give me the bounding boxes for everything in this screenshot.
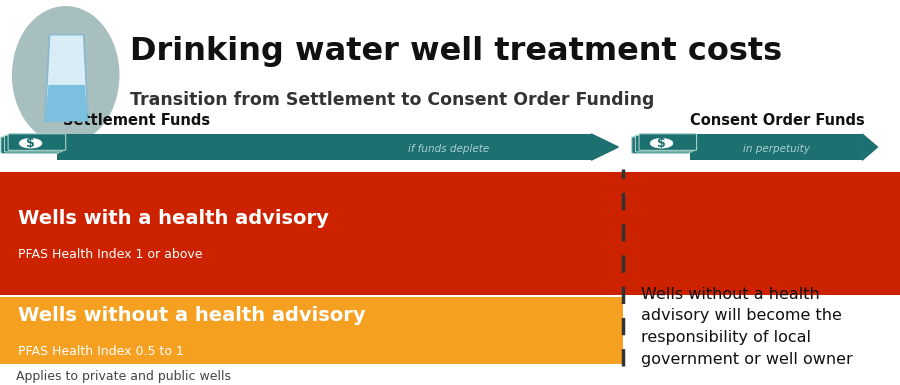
- FancyBboxPatch shape: [4, 135, 62, 152]
- FancyBboxPatch shape: [8, 134, 66, 150]
- Text: Wells without a health advisory: Wells without a health advisory: [18, 306, 365, 325]
- Text: Applies to private and public wells: Applies to private and public wells: [16, 370, 231, 383]
- Text: Drinking water well treatment costs: Drinking water well treatment costs: [130, 37, 783, 67]
- Polygon shape: [45, 85, 88, 121]
- FancyBboxPatch shape: [1, 137, 58, 153]
- Circle shape: [650, 138, 673, 148]
- FancyBboxPatch shape: [0, 172, 900, 295]
- FancyBboxPatch shape: [632, 137, 689, 153]
- FancyBboxPatch shape: [690, 134, 862, 160]
- Text: $: $: [657, 137, 666, 150]
- Polygon shape: [45, 35, 88, 121]
- Text: PFAS Health Index 1 or above: PFAS Health Index 1 or above: [18, 248, 202, 261]
- Text: Consent Order Funds: Consent Order Funds: [690, 113, 865, 128]
- Text: Wells with a health advisory: Wells with a health advisory: [18, 209, 328, 228]
- Ellipse shape: [13, 7, 119, 143]
- Circle shape: [19, 138, 42, 148]
- Text: in perpetuity: in perpetuity: [742, 144, 810, 154]
- Text: Settlement Funds: Settlement Funds: [63, 113, 210, 128]
- Text: $: $: [26, 137, 35, 150]
- FancyBboxPatch shape: [57, 134, 591, 160]
- Text: Wells without a health
advisory will become the
responsibility of local
governme: Wells without a health advisory will bec…: [641, 287, 852, 367]
- Polygon shape: [862, 134, 878, 160]
- Text: if funds deplete: if funds deplete: [408, 144, 489, 154]
- Polygon shape: [591, 134, 618, 160]
- FancyBboxPatch shape: [639, 134, 697, 150]
- FancyBboxPatch shape: [635, 135, 693, 152]
- Text: PFAS Health Index 0.5 to 1: PFAS Health Index 0.5 to 1: [18, 345, 184, 358]
- FancyBboxPatch shape: [0, 297, 623, 364]
- Text: Transition from Settlement to Consent Order Funding: Transition from Settlement to Consent Or…: [130, 91, 655, 109]
